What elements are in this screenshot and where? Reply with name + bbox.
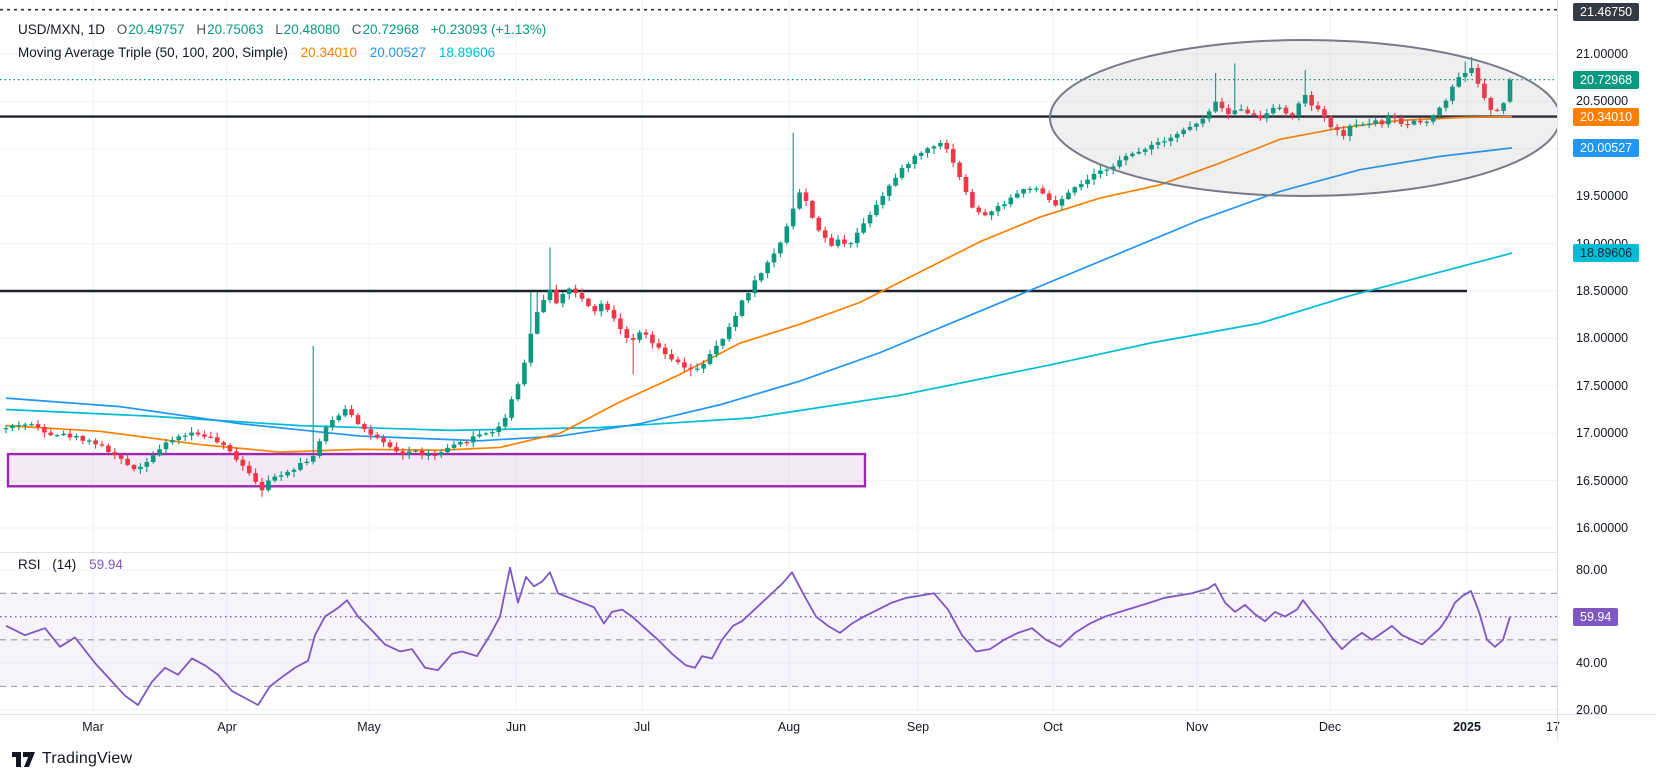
- tradingview-logo-text: TradingView: [42, 750, 133, 767]
- price-tick: 18.00000: [1576, 331, 1629, 346]
- open-value: 20.49757: [128, 22, 185, 37]
- chart-canvas[interactable]: [0, 0, 1557, 714]
- price-badge: 21.46750: [1573, 3, 1640, 21]
- close-label: C: [351, 22, 362, 37]
- highlight-ellipse[interactable]: [1049, 39, 1557, 197]
- pane-separator[interactable]: [0, 552, 1656, 553]
- time-label: Dec: [1318, 720, 1342, 734]
- time-label: May: [357, 720, 381, 734]
- price-badge: 20.72968: [1573, 70, 1640, 89]
- ma-100-line: [5, 147, 1513, 442]
- rsi-tick: 20.00: [1576, 702, 1608, 717]
- price-tick: 20.50000: [1576, 94, 1629, 109]
- ma-200-line: [5, 252, 1513, 432]
- ma50-value: 20.34010: [300, 45, 357, 60]
- tradingview-logo[interactable]: TradingView: [12, 750, 132, 768]
- symbol-title: USD/MXN, 1D: [18, 22, 106, 37]
- time-label: Sep: [906, 720, 930, 734]
- price-tick: 18.50000: [1576, 284, 1629, 298]
- ma-indicator-title: Moving Average Triple (50, 100, 200, Sim…: [18, 45, 288, 60]
- rsi-value-badge: 59.94: [1573, 607, 1619, 626]
- time-label: Jun: [505, 720, 527, 734]
- high-label: H: [196, 22, 207, 37]
- price-tick: 17.00000: [1576, 426, 1629, 441]
- symbol-legend-row[interactable]: USD/MXN, 1D O20.49757 H20.75063 L20.4808…: [18, 22, 546, 37]
- rsi-tick: 40.00: [1576, 656, 1608, 671]
- price-badge: 20.00527: [1573, 139, 1640, 158]
- rsi-line: [5, 566, 1511, 706]
- axis-border: [1557, 0, 1558, 741]
- footer-strip: TradingView: [0, 742, 1656, 779]
- rsi-current-value: 59.94: [89, 557, 123, 572]
- time-label: Oct: [1043, 720, 1063, 734]
- rsi-legend-row[interactable]: RSI (14) 59.94: [18, 557, 123, 572]
- ma200-value: 18.89606: [438, 45, 496, 60]
- ma-50-line: [5, 115, 1513, 454]
- close-value: 20.72968: [362, 22, 419, 37]
- ma100-value: 20.00527: [369, 45, 427, 60]
- high-value: 20.75063: [207, 22, 264, 37]
- time-label: 17: [1546, 720, 1560, 734]
- rsi-pane: [0, 566, 1557, 706]
- time-label: Jul: [634, 720, 650, 734]
- change-value: +0.23093 (+1.13%): [430, 22, 547, 37]
- price-tick: 19.50000: [1576, 189, 1629, 204]
- support-zone-rectangle[interactable]: [6, 452, 867, 488]
- rsi-tick: 80.00: [1576, 563, 1608, 577]
- price-axis[interactable]: 21.0000020.5000020.0000019.5000019.00000…: [1557, 0, 1656, 717]
- tradingview-logo-icon: [12, 751, 35, 767]
- price-tick: 17.50000: [1576, 378, 1629, 393]
- ma-legend-row[interactable]: Moving Average Triple (50, 100, 200, Sim…: [18, 45, 495, 60]
- low-label: L: [275, 22, 283, 37]
- time-label: Apr: [217, 720, 237, 734]
- open-label: O: [116, 22, 128, 37]
- candlestick-series: [3, 56, 1513, 497]
- time-label: Nov: [1185, 720, 1209, 734]
- time-axis[interactable]: Mar Apr May Jun Jul Aug Sep Oct Nov Dec 2025 17: [0, 714, 1656, 743]
- price-badge: 18.89606: [1573, 244, 1640, 263]
- price-tick: 16.50000: [1576, 473, 1629, 488]
- time-label: Mar: [82, 720, 104, 734]
- rsi-params: (14): [52, 557, 77, 572]
- grid-lines: [0, 0, 1557, 713]
- price-tick: 16.00000: [1576, 521, 1629, 535]
- time-label-year: 2025: [1453, 720, 1481, 734]
- rsi-title: RSI: [18, 557, 41, 572]
- time-label: Aug: [777, 720, 801, 734]
- price-badge: 20.34010: [1573, 107, 1640, 126]
- low-value: 20.48080: [283, 22, 341, 37]
- price-tick: 21.00000: [1576, 47, 1629, 61]
